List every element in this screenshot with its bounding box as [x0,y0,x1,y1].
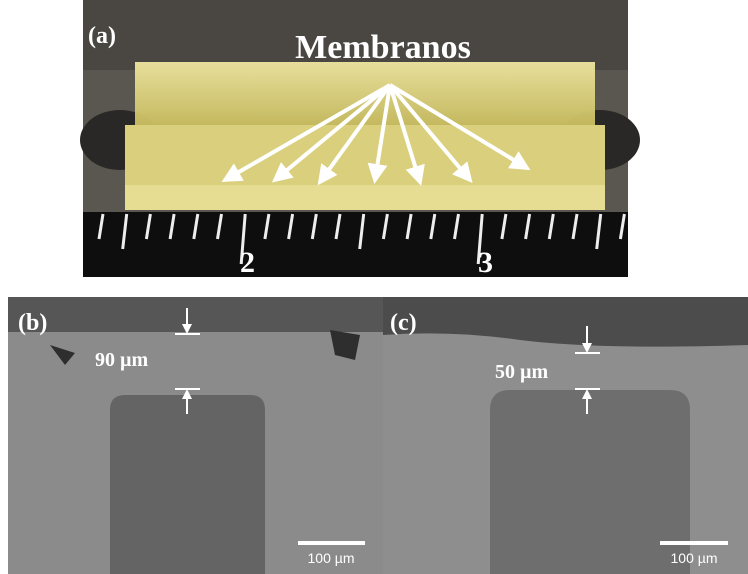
ruler-label: 2 [240,246,255,279]
panel-label: (a) [88,23,116,49]
panel-c: 50 µm 100 µm (c) [383,297,748,574]
panel-b: 90 µm 100 µm (b) [8,297,383,574]
scale-bar-label: 100 µm [671,550,718,566]
thickness-label: 90 µm [95,349,149,371]
panel-label: (b) [18,310,47,336]
thickness-label: 50 µm [495,361,549,383]
scale-bar-label: 100 µm [308,550,355,566]
figure: 2 3 (a) Membranos 90 µm 100 µm (b) 50 µm… [0,0,748,574]
annotation: Membranos [295,29,471,66]
panel-a: 2 3 (a) Membranos [80,0,640,279]
ruler-label: 3 [478,246,493,279]
panel-label: (c) [390,310,417,336]
